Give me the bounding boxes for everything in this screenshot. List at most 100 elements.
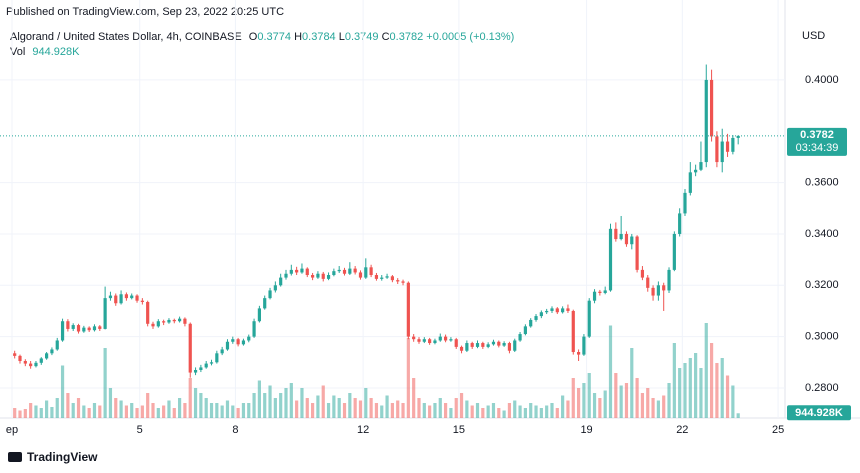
volume-bar	[326, 403, 331, 418]
candle-body	[369, 267, 373, 276]
candle-body	[694, 169, 698, 173]
candle-body	[507, 343, 512, 351]
volume-bar	[518, 405, 522, 418]
candle-body	[630, 236, 634, 245]
volume-bar	[550, 403, 554, 418]
volume-bar	[481, 408, 485, 418]
candle-body	[156, 321, 160, 327]
volume-bar	[108, 388, 113, 418]
volume-bar	[257, 380, 261, 418]
volume-bar	[13, 408, 17, 418]
plot	[13, 64, 740, 418]
legend-value: 0.3782	[389, 31, 424, 43]
candle-body	[236, 339, 240, 345]
legend-line: Algorand / United States Dollar, 4h, COI…	[10, 31, 514, 43]
volume-bar	[459, 393, 464, 418]
volume-bar	[60, 365, 65, 418]
legend-key: C	[381, 31, 390, 43]
volume-bar	[241, 403, 246, 418]
volume-bar	[662, 395, 666, 418]
candle-body	[475, 343, 480, 347]
volume-bar	[23, 409, 27, 418]
volume-bar	[507, 403, 512, 418]
volume-bar	[18, 410, 22, 418]
candle-body	[55, 340, 59, 350]
volume-bar	[731, 385, 735, 418]
volume-bar	[709, 343, 714, 418]
x-tick-label: ep	[6, 424, 18, 436]
volume-bar	[300, 388, 304, 418]
volume-bar	[204, 398, 208, 418]
volume-bar	[534, 405, 538, 418]
candle-body	[337, 269, 341, 272]
volume-legend: Vol 944.928K	[10, 46, 79, 58]
volume-bar	[353, 398, 357, 418]
candle-body	[720, 141, 724, 163]
volume-bar	[310, 403, 315, 418]
candle-body	[39, 358, 43, 363]
volume-bar	[412, 378, 416, 418]
volume-bar	[592, 393, 597, 418]
volume-bar	[443, 403, 448, 418]
candle-body	[422, 339, 426, 342]
volume-bar	[486, 405, 490, 418]
volume-bar	[103, 348, 107, 418]
candle-body	[582, 336, 586, 355]
brand-name: TradingView	[27, 450, 98, 464]
volume-bar	[98, 405, 102, 418]
volume-bar	[598, 398, 602, 418]
candle-body	[486, 344, 490, 347]
candle-body	[491, 341, 496, 345]
volume-bar	[672, 343, 676, 418]
volume-bar	[87, 408, 91, 418]
volume-bar	[704, 323, 708, 418]
volume-title: Vol	[10, 46, 26, 58]
volume-bar	[699, 368, 703, 418]
volume-bar	[135, 408, 139, 418]
y-tick-label: 0.3600	[805, 177, 839, 189]
candle-body	[140, 300, 144, 302]
candle-body	[603, 290, 607, 293]
candle-body	[50, 349, 54, 354]
candle-body	[592, 291, 597, 301]
candle-body	[326, 275, 331, 279]
volume-bar	[236, 408, 240, 418]
candle-body	[310, 275, 315, 278]
price-tag	[787, 127, 847, 156]
candle-body	[374, 275, 379, 279]
candle-body	[353, 268, 357, 273]
candle-body	[135, 295, 139, 301]
volume-bar	[252, 393, 256, 418]
volume-bar	[50, 407, 54, 418]
candle-body	[449, 339, 453, 341]
candle-body	[555, 308, 559, 313]
x-tick-label: 19	[580, 424, 592, 436]
legend-key: O	[248, 31, 258, 43]
candle-body	[114, 295, 118, 304]
volume-bar	[576, 388, 581, 418]
candle-body	[348, 268, 352, 274]
volume-bar	[45, 400, 49, 418]
volume-bar	[561, 395, 565, 418]
volume-bar	[332, 395, 336, 418]
volume-bar	[715, 363, 719, 418]
candle-body	[539, 312, 543, 317]
candle-body	[34, 362, 38, 367]
volume-bar	[683, 363, 687, 418]
volume-bar	[209, 403, 214, 418]
candle-body	[608, 228, 613, 291]
candle-body	[305, 268, 309, 276]
candle-body	[231, 339, 235, 342]
candle-body	[18, 355, 22, 362]
volume-bar	[268, 385, 272, 418]
candle-body	[146, 301, 150, 324]
volume-bar	[566, 400, 570, 418]
candle-body	[364, 267, 368, 278]
volume-bar	[358, 400, 363, 418]
candle-body	[406, 282, 410, 337]
volume-bar	[305, 398, 309, 418]
volume-bar	[619, 385, 623, 418]
volume-bar	[614, 373, 618, 418]
candle-body	[209, 362, 214, 364]
candle-body	[183, 318, 187, 324]
